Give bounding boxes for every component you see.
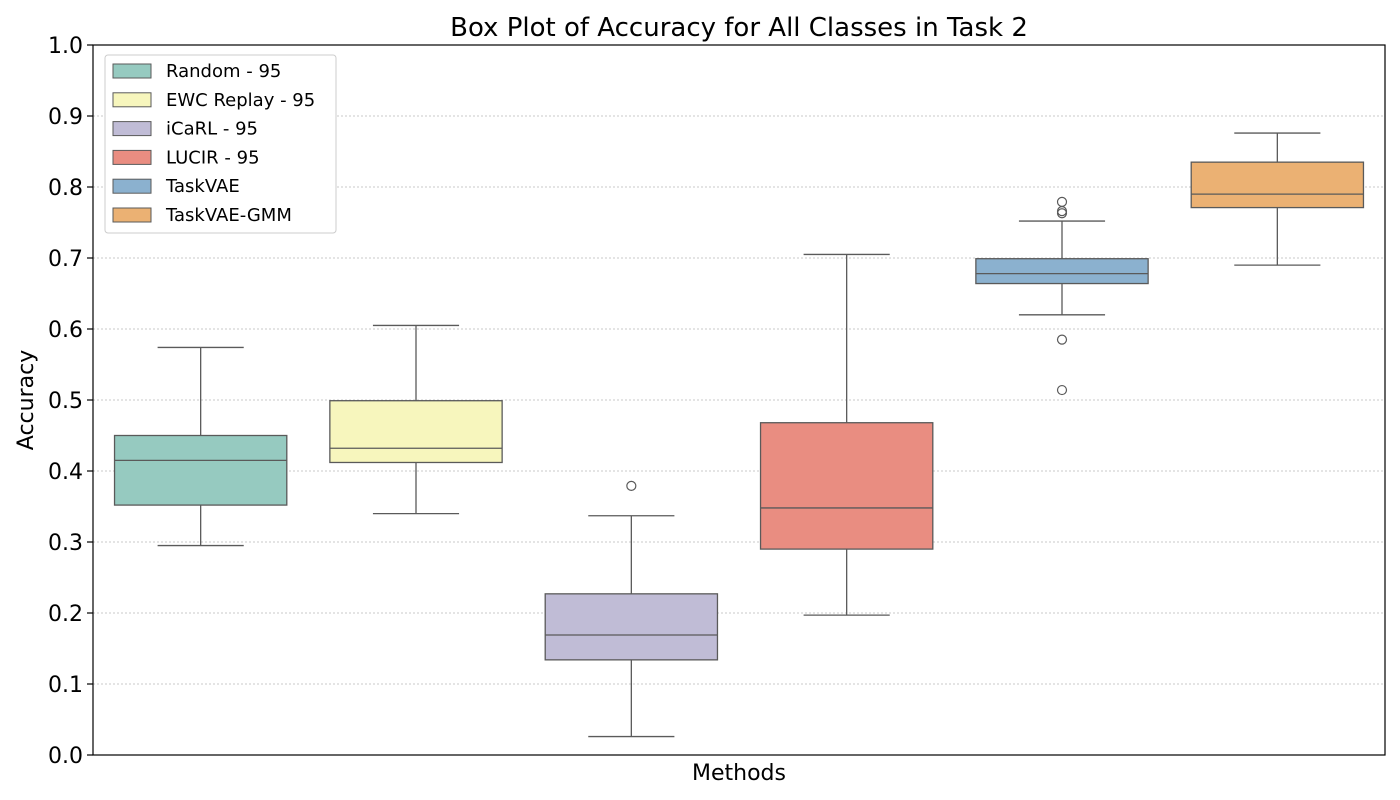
outlier-point [1056,208,1068,219]
legend-label: EWC Replay - 95 [166,90,315,111]
iqr-box [544,593,719,661]
legend-swatch [112,149,152,165]
legend-label: Random - 95 [166,61,281,82]
chart-title: Box Plot of Accuracy for All Classes in … [450,13,1028,43]
y-tick-label: 0.4 [48,460,83,485]
iqr-box [759,422,934,550]
outlier-point [626,480,637,492]
legend-swatch [112,92,152,108]
legend-frame [104,54,337,234]
y-tick-label: 0.6 [48,318,83,343]
legend-label: LUCIR - 95 [166,147,260,168]
y-tick-label: 0.1 [48,673,83,698]
y-axis-label: Accuracy [14,350,39,450]
y-tick-label: 0.2 [48,602,83,627]
y-tick-label: 0.7 [48,247,83,272]
box-taskvae [975,196,1149,396]
x-axis-label: Methods [692,761,786,786]
boxes-group [113,132,1365,738]
grid-lines [93,115,1385,685]
outlier-point [1056,196,1068,208]
box-taskvae-gmm [1190,132,1365,266]
box-random-95 [113,346,288,547]
y-tick-label: 0.9 [48,105,83,130]
box-ewc-replay-95 [329,324,503,515]
iqr-box [975,258,1149,285]
legend: Random - 95 EWC Replay - 95 iCaRL - 95 LUCI… [104,54,337,234]
box-icarl-95 [544,480,719,738]
outlier-point [1056,206,1068,217]
legend-swatch [112,121,152,137]
iqr-box [329,400,503,464]
y-axis-ticks: 0.0 0.1 0.2 0.3 0.4 0.5 0.6 0.7 0.8 0.9 1.0 [48,34,93,769]
y-tick-label: 1.0 [48,34,83,59]
legend-swatch [112,207,152,223]
iqr-box [113,434,288,506]
legend-swatch [112,63,152,79]
y-tick-label: 0.5 [48,389,83,414]
box-lucir-95 [759,253,934,616]
outlier-point [1056,384,1068,396]
outlier-point [1056,334,1068,345]
y-tick-label: 0.3 [48,531,83,556]
legend-label: iCaRL - 95 [166,119,258,140]
y-tick-label: 0.8 [48,176,83,201]
iqr-box [1190,161,1365,209]
legend-label: TaskVAE-GMM [165,205,292,226]
y-tick-label: 0.0 [48,744,83,769]
legend-label: TaskVAE [165,176,240,197]
legend-swatch [112,178,152,194]
